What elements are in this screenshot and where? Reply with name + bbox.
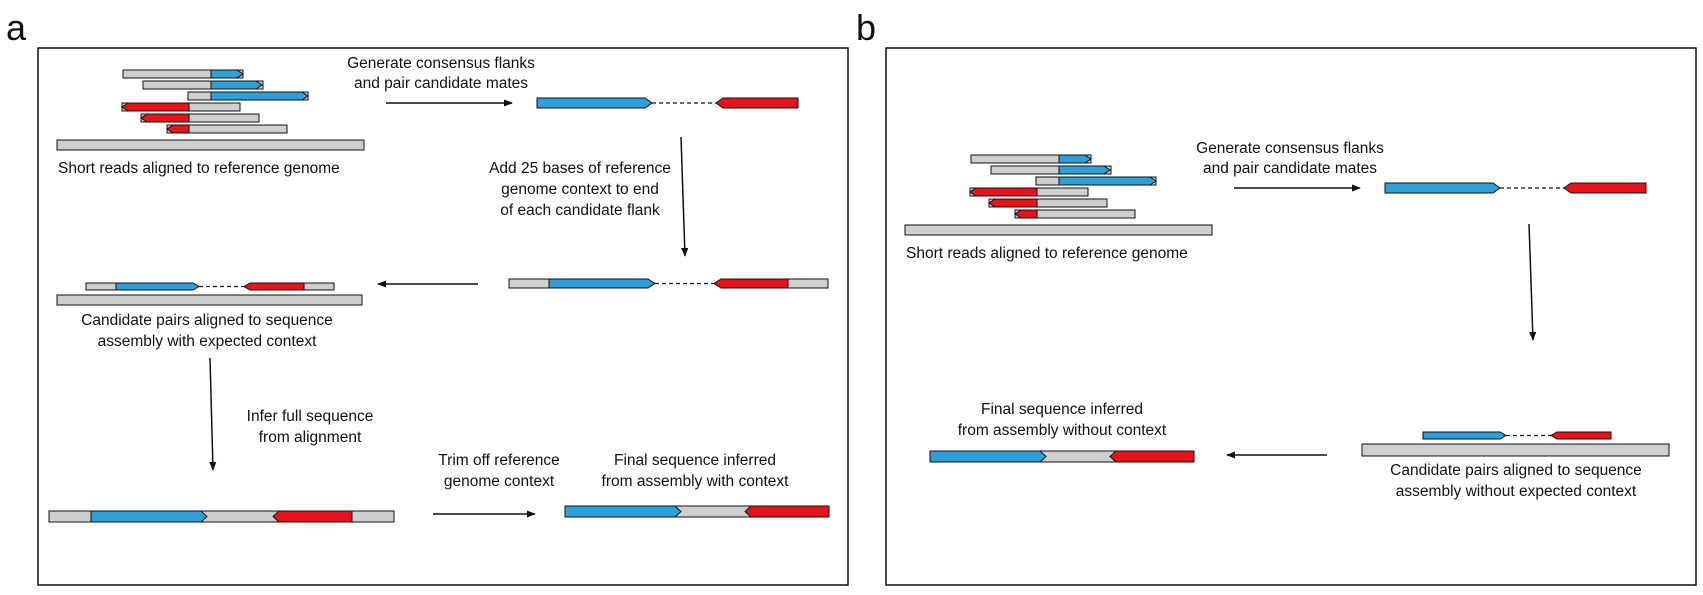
panel-a-step5-line1: Trim off reference xyxy=(438,452,559,469)
panel-b-final-sequence xyxy=(929,450,1195,463)
context-left xyxy=(508,278,550,289)
red-flank xyxy=(1550,431,1612,440)
panel-a-step2-line3: of each candidate flank xyxy=(500,202,660,219)
panel-b-candidate-pair xyxy=(1384,182,1647,194)
read-red-tip xyxy=(1014,209,1038,219)
panel-a-final-line1: Final sequence inferred xyxy=(614,452,776,469)
blue-flank xyxy=(536,97,653,109)
read-red-tip xyxy=(121,102,190,112)
blue-flank xyxy=(564,505,682,518)
read-red-tip xyxy=(969,187,1038,197)
read-red-tip xyxy=(166,124,190,134)
panel-b-aligned-pair xyxy=(1361,431,1670,457)
red-flank xyxy=(243,282,305,291)
panel-a-final-sequence xyxy=(564,505,830,518)
panel-a-step3-line1: Candidate pairs aligned to sequence xyxy=(81,312,333,329)
panel-a-arrow-step2 xyxy=(680,136,689,257)
panel-a-step1-line1: Generate consensus flanks xyxy=(347,55,535,72)
assembly-bar xyxy=(56,294,363,306)
panel-b-step1-line2: and pair candidate mates xyxy=(1203,160,1377,177)
full-bar xyxy=(48,510,395,523)
red-flank xyxy=(713,278,789,289)
read-blue-tip xyxy=(210,69,244,79)
panel-a-step5-line2: genome context xyxy=(444,473,555,490)
context-left xyxy=(85,282,117,291)
panel-b-final-line2: from assembly without context xyxy=(958,422,1167,439)
panel-a-arrow-step4 xyxy=(209,357,217,471)
red-flank xyxy=(1563,182,1647,194)
panel-a-full-sequence xyxy=(48,510,395,523)
panel-b-final-line1: Final sequence inferred xyxy=(981,401,1143,418)
panel-b-reads-caption: Short reads aligned to reference genome xyxy=(906,245,1188,262)
panel-a-step2-line2: genome context to end xyxy=(501,181,659,198)
panel-b-letter: b xyxy=(856,7,876,48)
assembly-bar xyxy=(1361,443,1670,457)
read-red-tip xyxy=(988,198,1038,208)
panel-a-step2-line1: Add 25 bases of reference xyxy=(489,160,671,177)
panel-a-pair-with-context xyxy=(508,278,829,289)
read-gray xyxy=(142,80,264,90)
panel-a-reads-caption: Short reads aligned to reference genome xyxy=(58,160,340,177)
panel-a-frame xyxy=(37,47,849,586)
red-flank xyxy=(715,97,799,109)
panel-a-step1-line2: and pair candidate mates xyxy=(354,75,528,92)
red-flank xyxy=(1109,450,1195,463)
read-blue-tip xyxy=(1058,165,1111,175)
panel-a-step3-line2: assembly with expected context xyxy=(98,333,318,350)
panel-b-frame xyxy=(885,47,1697,586)
panel-a-candidate-pair xyxy=(536,97,799,109)
read-red-tip xyxy=(140,113,190,123)
panel-b: Short reads aligned to reference genome … xyxy=(904,140,1670,500)
red-flank xyxy=(272,510,353,523)
context-right xyxy=(787,278,829,289)
panel-b-step3-line1: Candidate pairs aligned to sequence xyxy=(1390,462,1642,479)
blue-flank xyxy=(929,450,1047,463)
panel-a-aligned-pair xyxy=(56,282,363,306)
panel-b-step3-line2: assembly without expected context xyxy=(1396,483,1637,500)
panel-a: Short reads aligned to reference genome … xyxy=(48,55,830,523)
read-blue-tip xyxy=(1058,176,1157,186)
panel-a-letter: a xyxy=(6,7,27,48)
panel-b-step1-line1: Generate consensus flanks xyxy=(1196,140,1384,157)
blue-flank xyxy=(1384,182,1501,194)
blue-flank xyxy=(1422,431,1507,440)
panel-b-arrow-step2 xyxy=(1528,223,1537,341)
blue-flank xyxy=(548,278,656,289)
panel-b-read-stack xyxy=(904,154,1213,236)
panel-a-final-line2: from assembly with context xyxy=(602,473,790,490)
panel-a-read-stack xyxy=(56,69,365,151)
panel-a-step4-line1: Infer full sequence xyxy=(247,408,374,425)
red-flank xyxy=(744,505,830,518)
blue-flank xyxy=(115,282,200,291)
context-right xyxy=(303,282,335,291)
panel-a-step4-line2: from alignment xyxy=(259,429,362,446)
reference-genome-bar xyxy=(904,224,1213,236)
blue-flank xyxy=(90,510,208,523)
read-blue-tip xyxy=(210,80,263,90)
read-gray xyxy=(990,165,1112,175)
read-blue-tip xyxy=(1058,154,1092,164)
reference-genome-bar xyxy=(56,139,365,151)
read-blue-tip xyxy=(210,91,309,101)
